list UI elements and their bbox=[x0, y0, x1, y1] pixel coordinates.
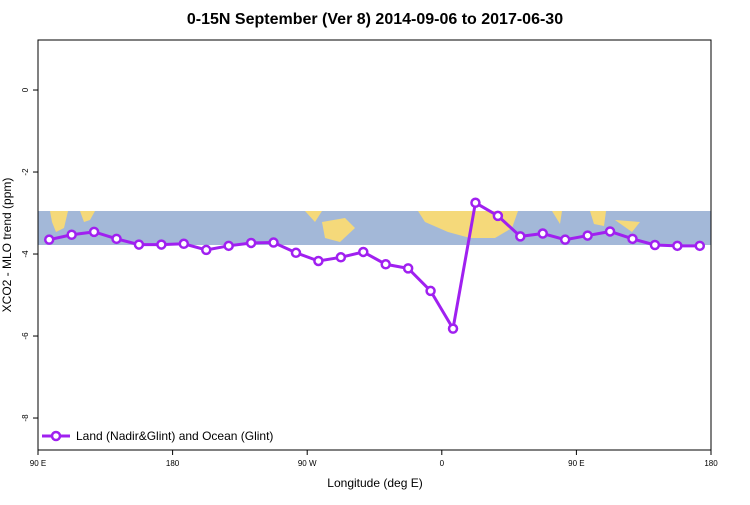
point bbox=[178, 238, 190, 250]
point bbox=[43, 234, 55, 245]
x-tick-label: 180 bbox=[166, 459, 180, 468]
point bbox=[66, 229, 77, 240]
plot-frame bbox=[37, 39, 712, 451]
point bbox=[201, 244, 212, 256]
y-tick-label: -2 bbox=[21, 168, 30, 176]
point bbox=[268, 237, 279, 248]
point bbox=[694, 240, 706, 252]
point bbox=[156, 239, 167, 250]
point bbox=[672, 240, 683, 252]
point bbox=[582, 230, 593, 241]
point bbox=[111, 233, 122, 245]
point bbox=[290, 247, 302, 259]
point bbox=[447, 323, 459, 334]
point bbox=[559, 234, 571, 245]
point bbox=[627, 233, 638, 245]
x-axis-label: Longitude (deg E) bbox=[327, 476, 422, 490]
point bbox=[604, 226, 616, 237]
x-tick-label: 90 W bbox=[298, 459, 317, 468]
map-band bbox=[38, 211, 711, 245]
point bbox=[358, 246, 369, 258]
point bbox=[515, 231, 526, 242]
point bbox=[335, 252, 347, 263]
legend: Land (Nadir&Glint) and Ocean (Glint) bbox=[42, 429, 273, 443]
x-tick-label: 0 bbox=[440, 459, 445, 468]
legend-label: Land (Nadir&Glint) and Ocean (Glint) bbox=[76, 429, 273, 443]
x-tick-label: 180 bbox=[704, 459, 718, 468]
point bbox=[88, 226, 100, 238]
x-tick-label: 90 E bbox=[568, 459, 584, 468]
chart-title: 0-15N September (Ver 8) 2014-09-06 to 20… bbox=[187, 11, 563, 28]
point bbox=[492, 210, 504, 222]
y-tick-label: 0 bbox=[21, 87, 30, 92]
point bbox=[245, 237, 257, 249]
y-tick-label: -6 bbox=[21, 332, 30, 340]
point bbox=[649, 239, 661, 251]
point bbox=[425, 285, 436, 297]
legend-marker bbox=[50, 430, 62, 442]
y-axis-label: XCO2 - MLO trend (ppm) bbox=[0, 178, 14, 313]
y-tick-label: -8 bbox=[21, 414, 30, 422]
x-tick-label: 90 E bbox=[30, 459, 46, 468]
point bbox=[402, 263, 414, 274]
point bbox=[223, 240, 234, 252]
point bbox=[313, 255, 324, 267]
point bbox=[470, 197, 481, 209]
y-tick-label: -4 bbox=[21, 250, 30, 258]
point bbox=[133, 239, 145, 250]
point bbox=[380, 259, 391, 270]
point bbox=[537, 228, 548, 239]
